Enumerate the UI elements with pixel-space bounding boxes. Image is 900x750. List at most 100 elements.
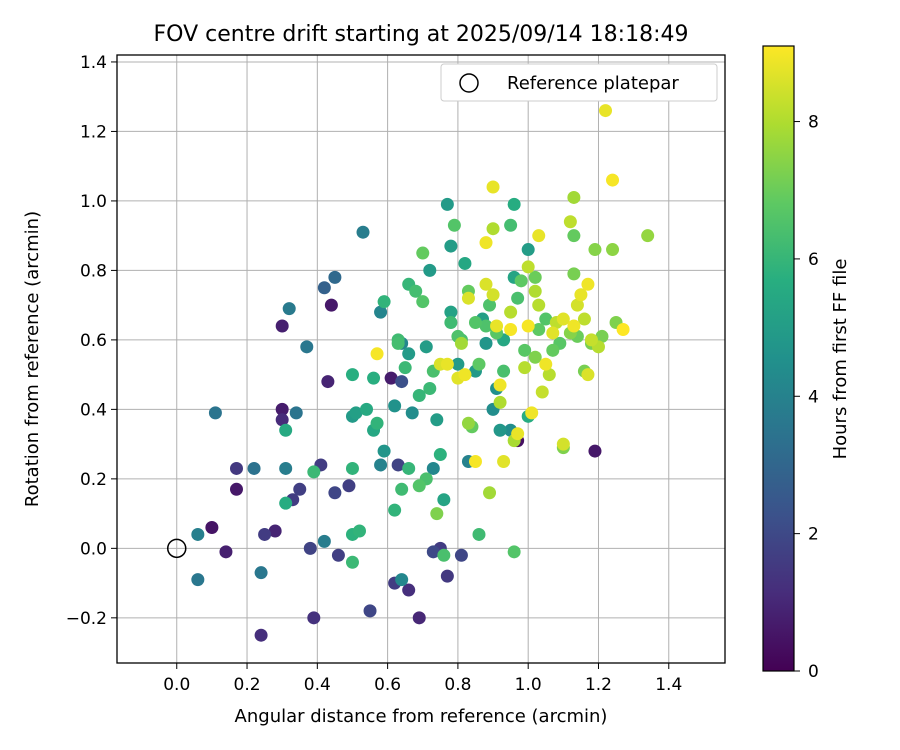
legend-box [440,63,718,102]
data-point [458,256,472,270]
data-points [191,104,655,642]
data-point [388,503,402,517]
data-point [567,267,581,281]
data-point [525,406,539,420]
data-point [570,298,584,312]
y-tick-label: 0.8 [80,261,107,281]
data-point [430,507,444,521]
x-tick-label: 1.4 [655,675,682,695]
data-point [440,197,454,211]
data-point [275,413,289,427]
data-point [458,368,472,382]
data-point [563,215,577,229]
data-point [440,357,454,371]
data-point [426,461,440,475]
data-point [356,225,370,239]
data-point [577,312,591,326]
data-point [486,222,500,236]
data-point [412,388,426,402]
data-point [504,322,518,336]
data-point [345,555,359,569]
data-point [321,375,335,389]
data-point [395,573,409,587]
y-tick-label: −0.2 [66,609,107,629]
data-point [205,521,219,535]
x-tick-label: 0.0 [163,675,190,695]
data-point [454,336,468,350]
data-point [451,357,465,371]
data-point [317,534,331,548]
colorbar: 0 2 4 6 8 Hours from first FF file [762,45,851,682]
colorbar-tick-label: 0 [808,662,819,682]
x-axis-ticks: 0.0 0.2 0.4 0.6 0.8 1.0 1.2 1.4 [163,663,682,695]
x-axis-label: Angular distance from reference (arcmin) [235,706,608,727]
y-tick-label: 0.4 [80,400,107,420]
colorbar-tick-label: 8 [808,113,819,133]
data-point [504,218,518,232]
data-point [454,548,468,562]
data-point [398,361,412,375]
y-tick-label: 0.0 [80,539,107,559]
x-tick-label: 0.6 [374,675,401,695]
data-point [444,316,458,330]
data-point [521,243,535,257]
data-point [191,573,205,587]
data-point [419,340,433,354]
data-point [258,527,272,541]
data-point [275,402,289,416]
data-point [518,361,532,375]
data-point [433,448,447,462]
data-point [444,305,458,319]
data-point [402,583,416,597]
colorbar-gradient [762,45,795,672]
colorbar-label: Hours from first FF file [830,259,851,460]
data-point [539,312,553,326]
data-point [599,104,613,118]
x-tick-label: 0.8 [444,675,471,695]
data-point [360,402,374,416]
data-point [497,364,511,378]
data-point [511,427,525,441]
data-point [504,305,518,319]
data-point [219,545,233,559]
y-tick-label: 1.0 [80,192,107,212]
data-point [342,479,356,493]
chart-title: FOV centre drift starting at 2025/09/14 … [154,22,689,47]
colorbar-tick-label: 2 [808,525,819,545]
data-point [486,180,500,194]
data-point [497,454,511,468]
data-point [542,368,556,382]
data-point [328,486,342,500]
data-point [483,486,497,500]
data-point [595,329,609,343]
data-point [521,260,535,274]
x-tick-label: 0.4 [304,675,331,695]
data-point [556,312,570,326]
y-tick-label: 0.2 [80,470,107,490]
data-point [444,239,458,253]
data-point [472,357,486,371]
data-point [409,284,423,298]
data-point [588,444,602,458]
data-point [324,298,338,312]
data-point [486,288,500,302]
data-point [479,319,493,333]
data-point [363,604,377,618]
data-point [279,461,293,475]
y-axis-ticks: −0.2 0.0 0.2 0.4 0.6 0.8 1.0 1.2 1.4 [66,53,117,629]
data-point [581,368,595,382]
data-point [507,545,521,559]
data-point [282,302,296,316]
x-tick-label: 0.2 [234,675,261,695]
data-point [374,305,388,319]
legend-label: Reference platepar [507,73,679,94]
x-tick-label: 1.2 [585,675,612,695]
legend: Reference platepar [440,63,718,102]
data-point [447,218,461,232]
data-point [370,347,384,361]
data-point [402,461,416,475]
data-point [430,413,444,427]
data-point [483,298,497,312]
data-point [574,288,588,302]
data-point [300,340,314,354]
